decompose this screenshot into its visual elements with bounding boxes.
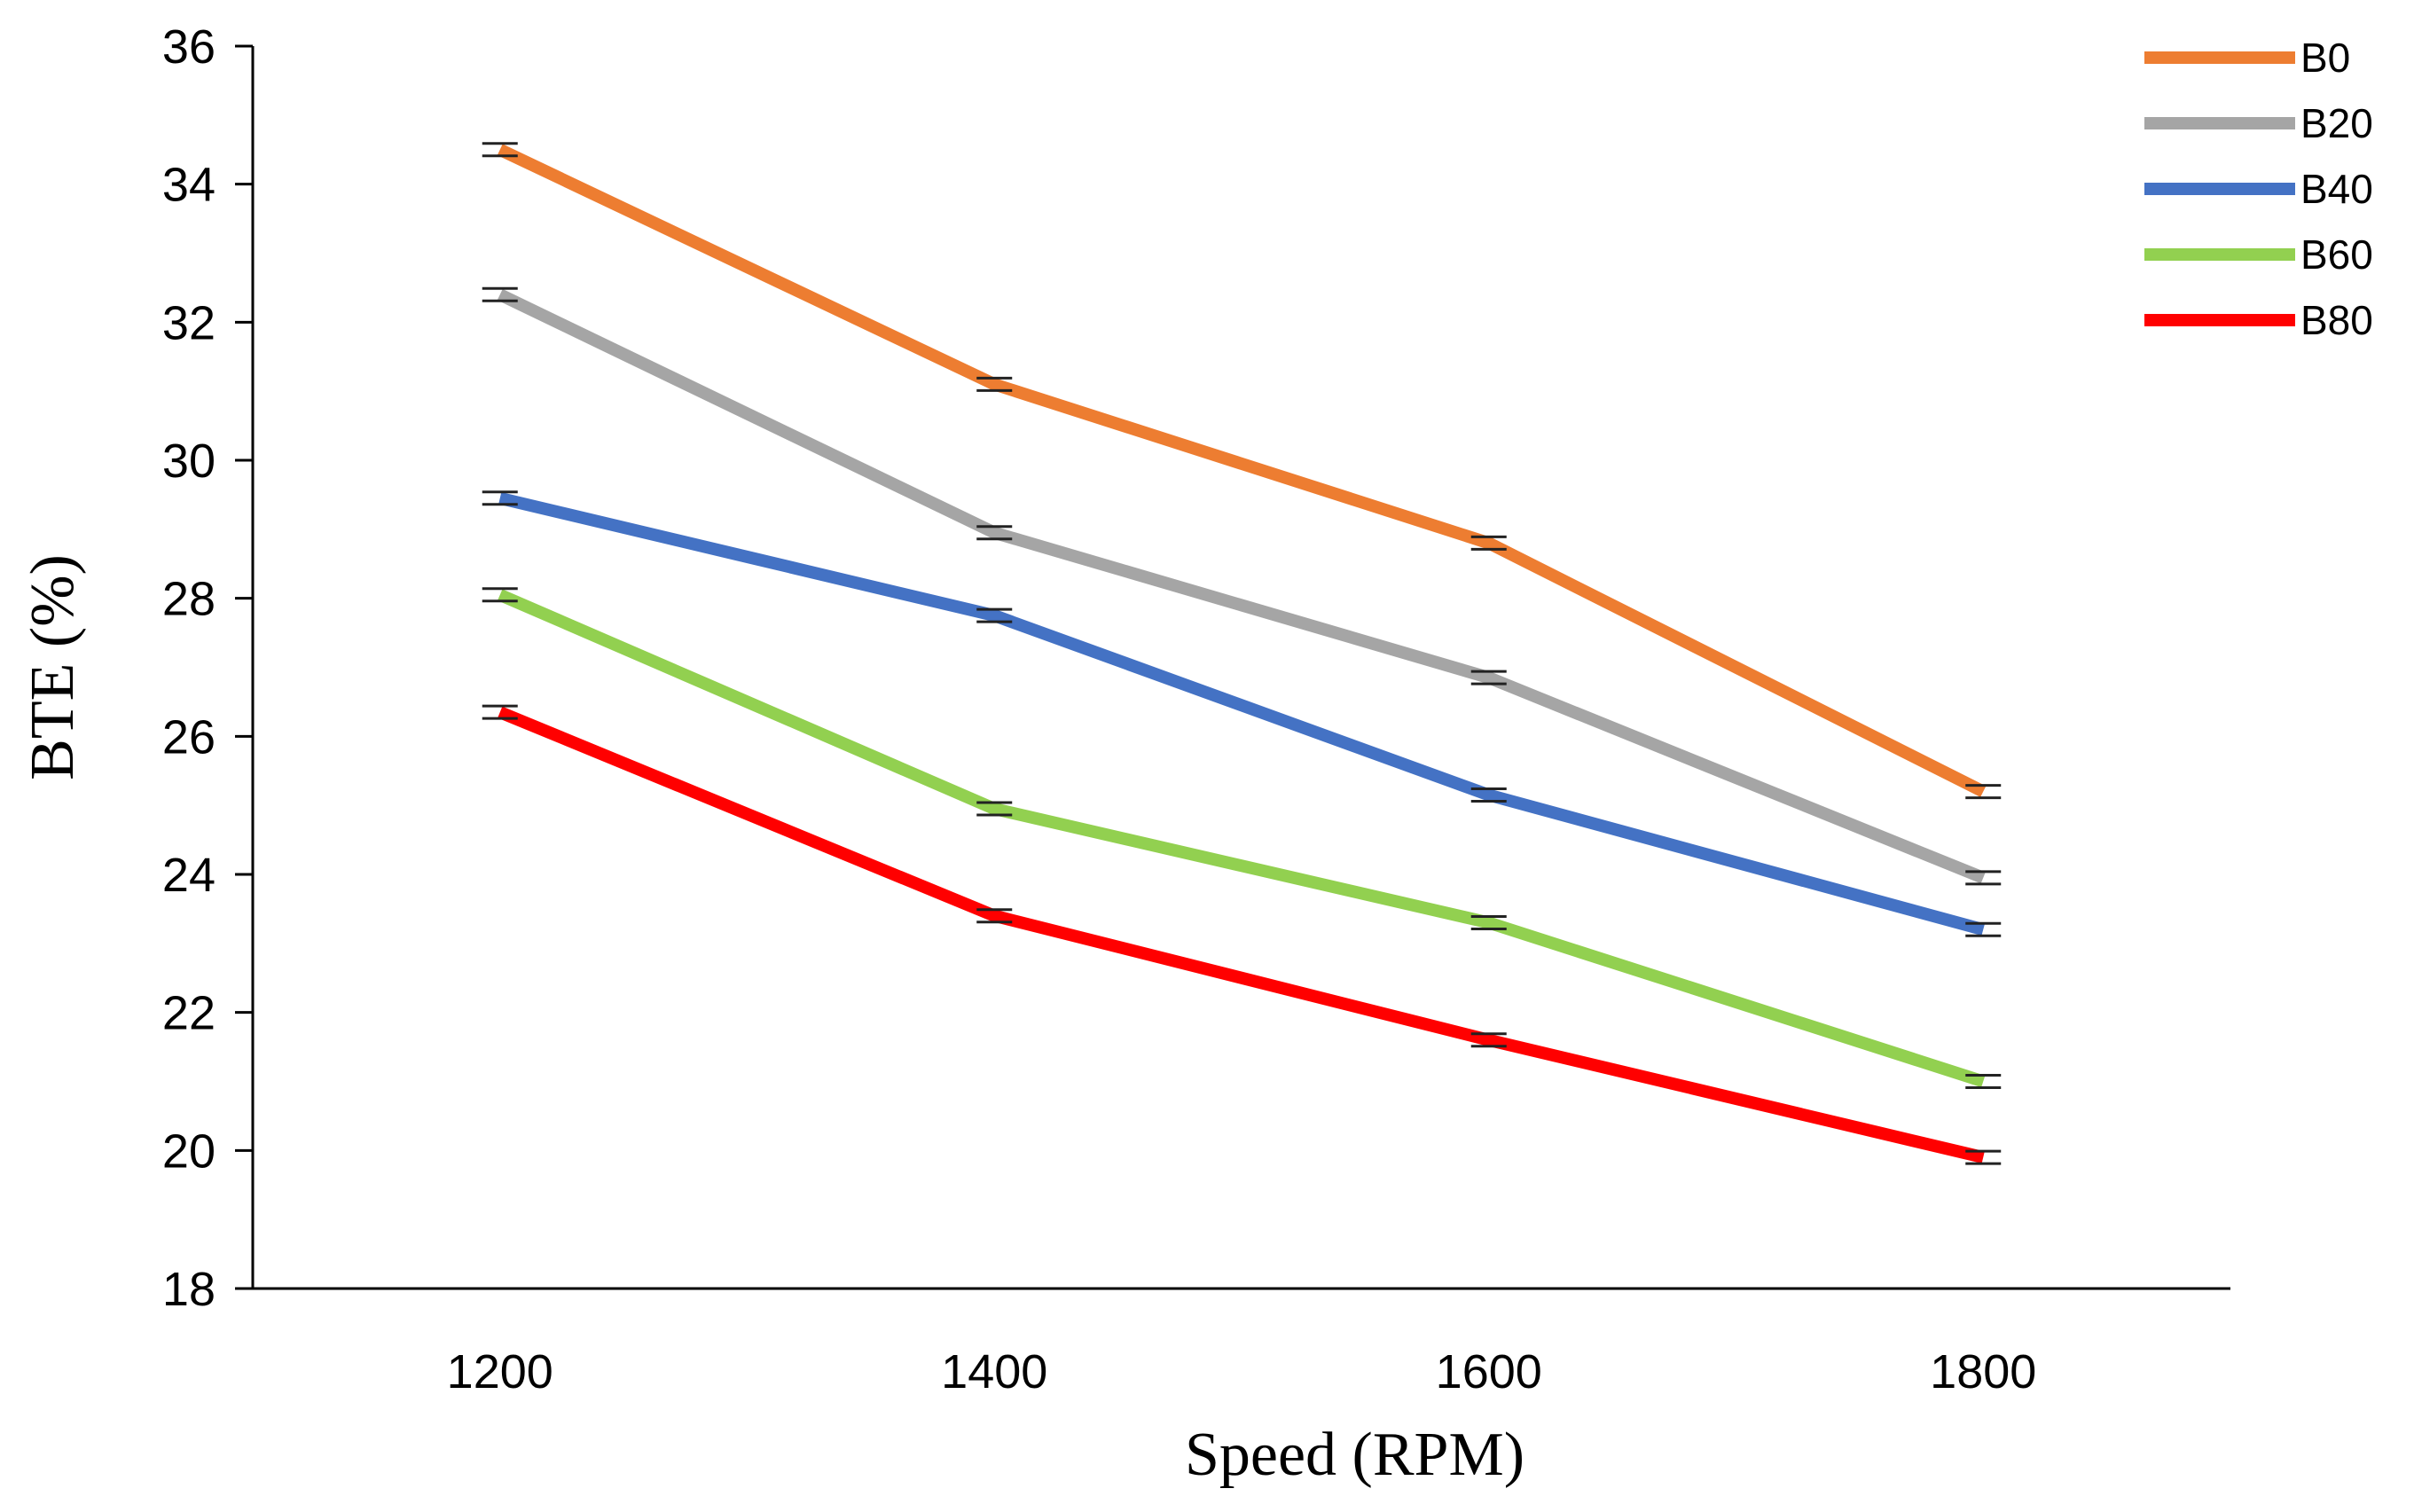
data-point-b60 [976,801,1013,817]
series-b40 [482,490,2002,937]
series-b0 [482,142,2002,800]
series-line-b80 [498,706,1985,1163]
y-tick-label: 30 [162,435,216,488]
y-tick-label: 22 [162,987,216,1040]
x-tick-label: 1400 [941,1345,1047,1398]
legend-label: B40 [2300,166,2373,212]
axes-group [251,46,2230,1290]
data-point-b40 [976,607,1013,623]
data-point-b0 [1965,784,2002,800]
y-tick-label: 26 [162,710,216,764]
data-point-b80 [976,908,1013,924]
y-tick-label: 34 [162,159,216,212]
data-point-b20 [976,525,1013,541]
series-line-b20 [497,288,1986,884]
data-point-b60 [1965,1074,2002,1089]
y-tick-label: 24 [162,849,216,902]
legend-item-b20: B20 [2144,100,2373,146]
data-point-b40 [1965,921,2002,937]
data-point-b20 [482,286,518,302]
x-tick-label: 1800 [1930,1345,2036,1398]
series-line-b0 [497,144,1987,797]
data-point-b40 [1470,787,1507,803]
series-b20 [482,286,2002,886]
data-point-b20 [1470,670,1507,685]
data-point-b80 [482,704,518,720]
data-point-b60 [482,587,518,603]
legend-item-b40: B40 [2144,166,2373,212]
legend: B0 B20 B40 B60 B80 [2144,35,2373,343]
data-point-b80 [1965,1149,2002,1165]
y-tick-label: 20 [162,1124,216,1178]
data-point-b40 [482,490,518,506]
data-point-b80 [1470,1032,1507,1048]
x-tick-group: 1200 1400 1600 1800 [447,1345,2037,1398]
y-tick-label: 36 [162,20,216,74]
y-tick-group: 18 20 22 24 26 28 30 32 34 36 [162,20,253,1316]
legend-label: B0 [2300,35,2350,81]
legend-label: B60 [2300,231,2373,278]
x-axis-title: Speed (RPM) [1185,1421,1524,1489]
series-b80 [482,704,2002,1165]
legend-item-b80: B80 [2144,297,2373,343]
series-line-b40 [498,491,1986,936]
series-line-b60 [497,589,1986,1088]
data-point-b60 [1470,914,1507,930]
data-point-b0 [482,142,518,158]
y-tick-label: 28 [162,573,216,626]
data-point-b0 [976,376,1013,392]
legend-label: B20 [2300,100,2373,146]
series-b60 [482,587,2002,1089]
legend-label: B80 [2300,297,2373,343]
y-tick-label: 18 [162,1263,216,1316]
plot-series-group [482,142,2002,1165]
x-tick-label: 1600 [1436,1345,1542,1398]
legend-item-b0: B0 [2144,35,2350,81]
x-tick-label: 1200 [447,1345,553,1398]
legend-item-b60: B60 [2144,231,2373,278]
y-tick-label: 32 [162,296,216,349]
y-axis-title: BTE (%) [19,554,87,780]
data-point-b0 [1470,535,1507,551]
data-point-b20 [1965,870,2002,886]
